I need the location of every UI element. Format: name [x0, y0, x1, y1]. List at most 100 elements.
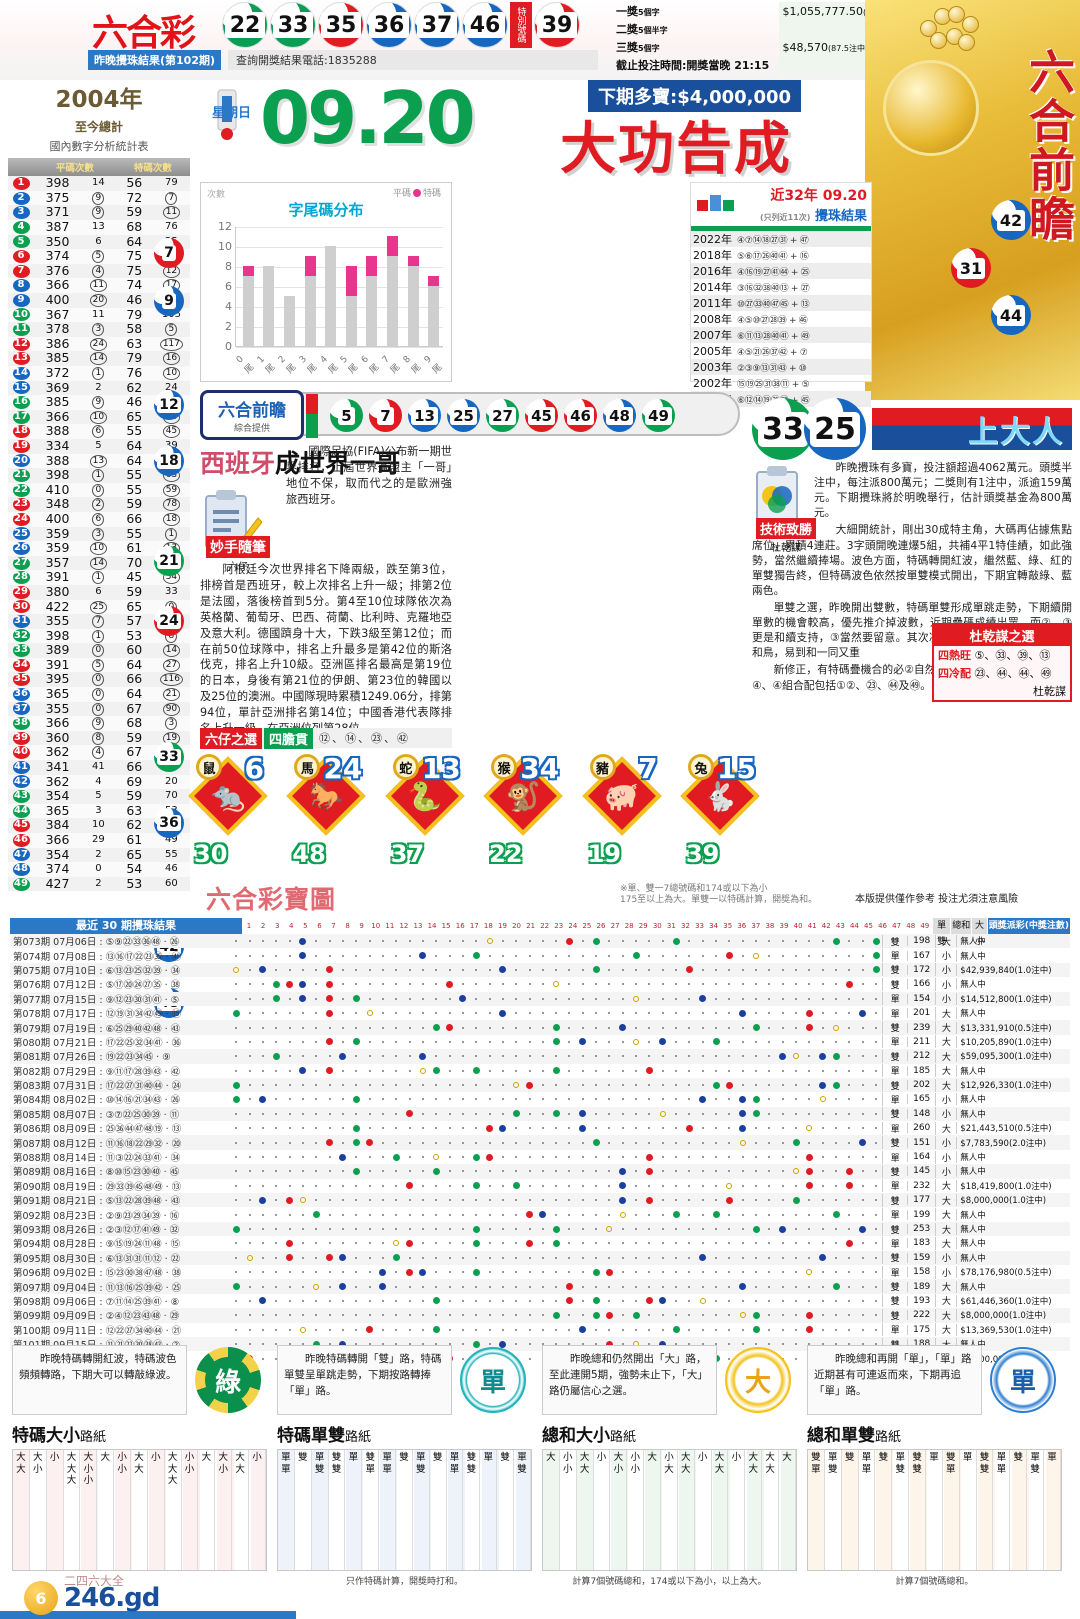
table-row: 14 372 1 76 10	[8, 365, 190, 381]
draw-mark-cell	[270, 1251, 283, 1265]
zodiac-card: 🐎 馬 24 48	[286, 750, 366, 868]
draw-mark-cell	[763, 1294, 776, 1308]
draw-mark-cell	[430, 1150, 443, 1164]
draw-mark-cell	[816, 1222, 829, 1236]
draw-mark-cell	[776, 1337, 789, 1351]
draw-mark-cell	[803, 1135, 816, 1149]
table-row: 13 385 14 79 16	[8, 351, 190, 366]
draw-mark-cell	[363, 963, 376, 977]
draw-mark-cell	[829, 963, 842, 977]
draw-mark-cell	[350, 1279, 363, 1293]
draw-mark-cell	[616, 1279, 629, 1293]
draw-mark-cell	[576, 1107, 589, 1121]
draw-mark-cell	[536, 1323, 549, 1337]
draw-ball: 46	[462, 2, 508, 48]
draw-mark-cell	[723, 992, 736, 1006]
draw-mark-cell	[736, 1251, 749, 1265]
draw-mark-cell	[256, 963, 269, 977]
draw-mark-cell	[296, 1251, 309, 1265]
draw-mark-cell	[296, 1337, 309, 1351]
draw-mark-cell	[669, 1279, 682, 1293]
stats-normal-miss: 6	[81, 511, 116, 527]
draw-mark-cell	[616, 1150, 629, 1164]
draw-mark-cell	[603, 1135, 616, 1149]
history-year: 2003年	[691, 359, 735, 375]
draw-mark-cell	[683, 934, 696, 948]
road-map-column: 小小	[627, 1450, 645, 1570]
draw-mark-cell	[576, 1135, 589, 1149]
draw-mark-cell	[456, 1323, 469, 1337]
draw-mark-cell	[443, 1323, 456, 1337]
draw-mark-cell	[856, 963, 869, 977]
draw-mark-cell	[323, 1222, 336, 1236]
draw-mark-cell	[829, 1222, 842, 1236]
draw-sum: 159	[906, 1252, 935, 1263]
stats-special-count: 53	[115, 628, 153, 644]
draw-mark-cell	[363, 1279, 376, 1293]
draw-mark-cell	[256, 1035, 269, 1049]
draw-mark-cell	[523, 1135, 536, 1149]
site-logo-icon: 6	[24, 1581, 58, 1615]
draw-mark-cell	[749, 1193, 762, 1207]
draw-mark-cell	[616, 934, 629, 948]
draw-mark-cell	[350, 1092, 363, 1106]
stats-normal-miss: 2	[81, 876, 116, 892]
draw-issue-and-numbers: 第093期 08月26日 : ②③⑫⑰㊶㊾ ‧ ㉜	[13, 1225, 180, 1236]
draw-mark-cell	[789, 1351, 802, 1365]
stats-normal-count: 427	[34, 876, 82, 892]
draw-mark-cell	[363, 1308, 376, 1322]
road-map-cell: 單	[929, 1452, 939, 1463]
draw-mark-cell	[776, 1193, 789, 1207]
draw-mark-cell	[603, 977, 616, 991]
chart-xtick: 0尾	[235, 354, 257, 376]
draw-number-grid	[230, 1078, 883, 1092]
draw-number-column-header: 10	[371, 922, 381, 930]
draw-mark-cell	[683, 1121, 696, 1135]
draw-mark-cell	[483, 1078, 496, 1092]
draw-mark-cell	[816, 934, 829, 948]
stats-special-miss: 90	[152, 701, 190, 717]
draw-mark-cell	[789, 1035, 802, 1049]
draw-mark-cell	[709, 1193, 722, 1207]
draw-sum: 199	[906, 1209, 935, 1220]
article-author-badge: 妙手隨筆	[206, 536, 270, 558]
chart-bars	[238, 226, 444, 346]
draw-mark-cell	[296, 1193, 309, 1207]
stats-normal-miss: 0	[81, 482, 116, 498]
draw-mark-cell	[789, 1164, 802, 1178]
recent-draws-header: 最近 30 期攪珠結果 1 2 3 4 5 6 7 8 9 10 11 12 13 14 15 16 17 18 1…	[10, 918, 1070, 947]
chart-xtick: 3尾	[297, 354, 320, 376]
draw-mark-cell	[336, 1135, 349, 1149]
draw-mark-cell	[589, 1164, 602, 1178]
draw-mark-cell	[523, 1323, 536, 1337]
table-row: 29 380 6 59 33	[8, 584, 190, 600]
zodiac-number-bottom: 48	[292, 840, 326, 868]
draw-number-column-header: 14	[427, 922, 437, 930]
draw-mark-cell	[270, 963, 283, 977]
draw-mark-cell	[869, 1121, 882, 1135]
draw-mark-cell	[696, 1064, 709, 1078]
draw-mark-cell	[403, 1308, 416, 1322]
chart-gridline	[236, 327, 443, 328]
road-map-cell: 單	[281, 1452, 291, 1463]
draw-mark-cell	[856, 1020, 869, 1034]
draw-sum: 189	[906, 1281, 935, 1292]
draw-mark-cell	[496, 1135, 509, 1149]
draw-mark-cell	[869, 1006, 882, 1020]
draw-sum: 260	[906, 1123, 935, 1134]
draw-mark-cell	[749, 1135, 762, 1149]
road-map-column: 大小	[215, 1450, 233, 1570]
draw-mark-cell	[803, 1064, 816, 1078]
draw-mark-cell	[403, 1064, 416, 1078]
stats-index: 15	[8, 380, 34, 396]
draw-payout: $78,176,980(0.5注中)	[956, 1266, 1070, 1279]
draw-mark-cell	[483, 1164, 496, 1178]
draw-odd-even: 單	[882, 949, 907, 963]
draw-number-grid	[230, 1049, 883, 1063]
draw-big-small: 小	[935, 949, 956, 963]
draw-mark-cell	[749, 1092, 762, 1106]
draw-mark-cell	[576, 1049, 589, 1063]
road-map-grid: 大小小大大小大小小小大小大大大小大大小大大大大大	[542, 1449, 797, 1571]
chart-bar	[366, 256, 378, 346]
